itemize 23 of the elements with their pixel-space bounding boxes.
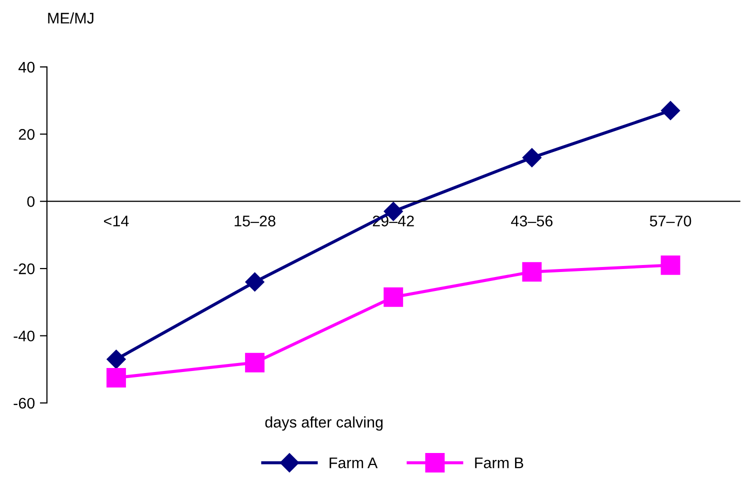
legend-label: Farm A	[330, 458, 378, 468]
point	[245, 352, 265, 372]
x-axis-title: days after calving	[265, 416, 383, 431]
legend-label: Farm B	[475, 458, 524, 468]
x-tick-label: <14	[104, 216, 129, 226]
point	[384, 287, 404, 307]
y-tick-label: -20	[14, 263, 35, 274]
y-tick-label: 20	[18, 128, 35, 140]
point	[522, 148, 542, 168]
point	[660, 255, 680, 275]
point	[106, 350, 126, 369]
x-tick-label: 15–28	[234, 216, 276, 226]
y-tick-label: 0	[27, 196, 35, 208]
y-tick-label: -40	[14, 330, 35, 342]
x-tick-label: 43–56	[511, 216, 552, 226]
y-tick-label: -60	[14, 398, 35, 409]
point	[522, 262, 542, 282]
x-tick-label: 57–70	[650, 216, 692, 226]
y-tick-label: 40	[18, 62, 35, 73]
point	[660, 101, 680, 120]
y-axis-title: ME/MJ	[48, 12, 94, 24]
point	[106, 368, 126, 388]
point	[245, 272, 264, 292]
